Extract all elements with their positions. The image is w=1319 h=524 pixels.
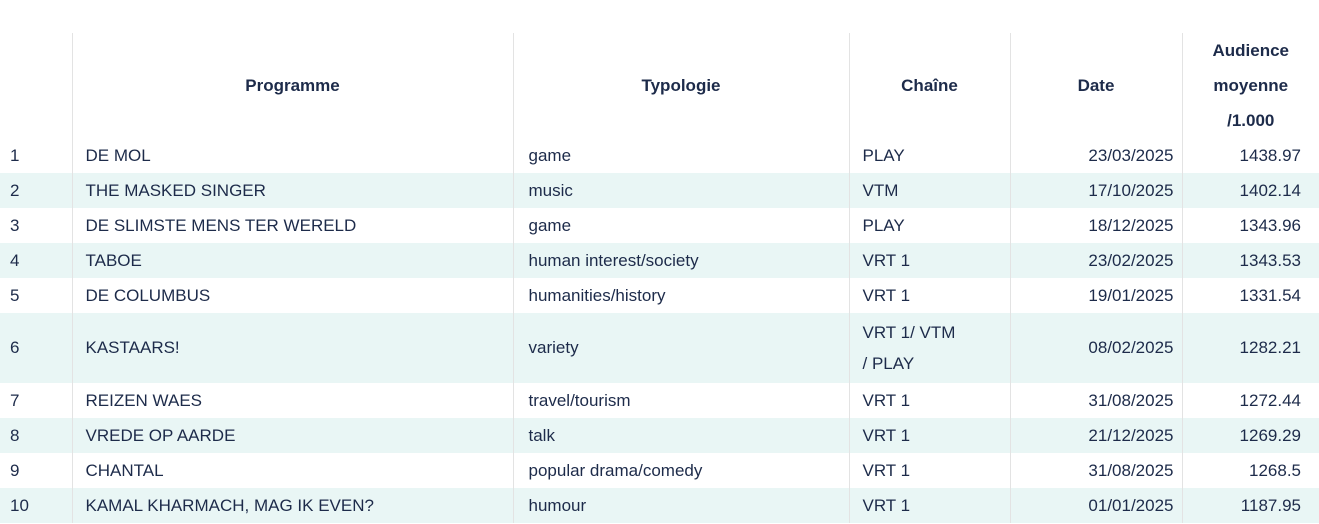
column-header-typologie: Typologie xyxy=(512,33,849,138)
cell-chaine: VRT 1 xyxy=(848,383,1010,418)
cell-audience: 1268.5 xyxy=(1181,453,1319,488)
table-row: 1 DE MOL game PLAY 23/03/2025 1438.97 xyxy=(0,138,1319,173)
cell-audience: 1343.53 xyxy=(1181,243,1319,278)
cell-rank: 8 xyxy=(10,425,20,445)
column-header-programme: Programme xyxy=(71,33,513,138)
cell-audience: 1343.96 xyxy=(1181,208,1319,243)
table-row: 8 VREDE OP AARDE talk VRT 1 21/12/2025 1… xyxy=(0,418,1319,453)
cell-typologie: game xyxy=(512,208,849,243)
table-row: 7 REIZEN WAES travel/tourism VRT 1 31/08… xyxy=(0,383,1319,418)
cell-chaine: VRT 1 xyxy=(848,488,1010,523)
cell-programme: KAMAL KHARMACH, MAG IK EVEN? xyxy=(71,488,513,523)
column-header-rank xyxy=(0,33,72,138)
cell-programme: THE MASKED SINGER xyxy=(71,173,513,208)
cell-chaine: PLAY xyxy=(848,208,1010,243)
cell-chaine: VTM xyxy=(848,173,1010,208)
cell-typologie: humour xyxy=(512,488,849,523)
cell-typologie: game xyxy=(512,138,849,173)
cell-rank: 2 xyxy=(10,180,20,200)
audience-header-line-2: moyenne xyxy=(1213,76,1289,95)
cell-typologie: human interest/society xyxy=(512,243,849,278)
cell-date: 17/10/2025 xyxy=(1009,173,1182,208)
table-row: 10 KAMAL KHARMACH, MAG IK EVEN? humour V… xyxy=(0,488,1319,523)
cell-chaine: VRT 1/ VTM / PLAY xyxy=(848,313,1010,383)
cell-audience: 1282.21 xyxy=(1181,313,1319,383)
header-row: Programme Typologie Chaîne Date Audience… xyxy=(0,33,1319,138)
cell-rank: 4 xyxy=(10,250,20,270)
audience-ranking-table: Programme Typologie Chaîne Date Audience… xyxy=(0,33,1319,523)
cell-date: 18/12/2025 xyxy=(1009,208,1182,243)
cell-date: 08/02/2025 xyxy=(1009,313,1182,383)
cell-date: 01/01/2025 xyxy=(1009,488,1182,523)
cell-chaine: VRT 1 xyxy=(848,243,1010,278)
cell-typologie: travel/tourism xyxy=(512,383,849,418)
cell-programme: TABOE xyxy=(71,243,513,278)
cell-audience: 1438.97 xyxy=(1181,138,1319,173)
cell-audience: 1272.44 xyxy=(1181,383,1319,418)
column-header-date: Date xyxy=(1009,33,1182,138)
cell-rank: 3 xyxy=(10,215,20,235)
table-row: 5 DE COLUMBUS humanities/history VRT 1 1… xyxy=(0,278,1319,313)
cell-programme: KASTAARS! xyxy=(71,313,513,383)
cell-date: 21/12/2025 xyxy=(1009,418,1182,453)
cell-rank: 7 xyxy=(10,390,20,410)
cell-chaine: VRT 1 xyxy=(848,278,1010,313)
audience-header-line-3: /1.000 xyxy=(1227,111,1275,130)
cell-programme: DE SLIMSTE MENS TER WERELD xyxy=(71,208,513,243)
column-header-audience: Audience moyenne /1.000 xyxy=(1181,33,1319,138)
table-row: 6 KASTAARS! variety VRT 1/ VTM / PLAY 08… xyxy=(0,313,1319,383)
cell-rank: 1 xyxy=(10,145,20,165)
cell-date: 31/08/2025 xyxy=(1009,383,1182,418)
cell-rank: 9 xyxy=(10,460,20,480)
cell-audience: 1402.14 xyxy=(1181,173,1319,208)
cell-typologie: popular drama/comedy xyxy=(512,453,849,488)
cell-programme: VREDE OP AARDE xyxy=(71,418,513,453)
cell-audience: 1187.95 xyxy=(1181,488,1319,523)
cell-chaine: VRT 1 xyxy=(848,453,1010,488)
cell-rank: 6 xyxy=(10,338,20,357)
table-row: 9 CHANTAL popular drama/comedy VRT 1 31/… xyxy=(0,453,1319,488)
cell-typologie: talk xyxy=(512,418,849,453)
cell-programme: DE MOL xyxy=(71,138,513,173)
cell-date: 23/03/2025 xyxy=(1009,138,1182,173)
cell-chaine: PLAY xyxy=(848,138,1010,173)
cell-audience: 1331.54 xyxy=(1181,278,1319,313)
table-row: 3 DE SLIMSTE MENS TER WERELD game PLAY 1… xyxy=(0,208,1319,243)
cell-rank: 10 xyxy=(10,495,29,515)
audience-header-line-1: Audience xyxy=(1212,41,1290,60)
cell-programme: REIZEN WAES xyxy=(71,383,513,418)
cell-chaine: VRT 1 xyxy=(848,418,1010,453)
cell-programme: CHANTAL xyxy=(71,453,513,488)
table-row: 2 THE MASKED SINGER music VTM 17/10/2025… xyxy=(0,173,1319,208)
cell-audience: 1269.29 xyxy=(1181,418,1319,453)
cell-typologie: music xyxy=(512,173,849,208)
column-header-chaine: Chaîne xyxy=(848,33,1010,138)
cell-typologie: humanities/history xyxy=(512,278,849,313)
table-row: 4 TABOE human interest/society VRT 1 23/… xyxy=(0,243,1319,278)
cell-date: 23/02/2025 xyxy=(1009,243,1182,278)
cell-date: 31/08/2025 xyxy=(1009,453,1182,488)
cell-date: 19/01/2025 xyxy=(1009,278,1182,313)
cell-programme: DE COLUMBUS xyxy=(71,278,513,313)
cell-typologie: variety xyxy=(512,313,849,383)
cell-rank: 5 xyxy=(10,285,20,305)
